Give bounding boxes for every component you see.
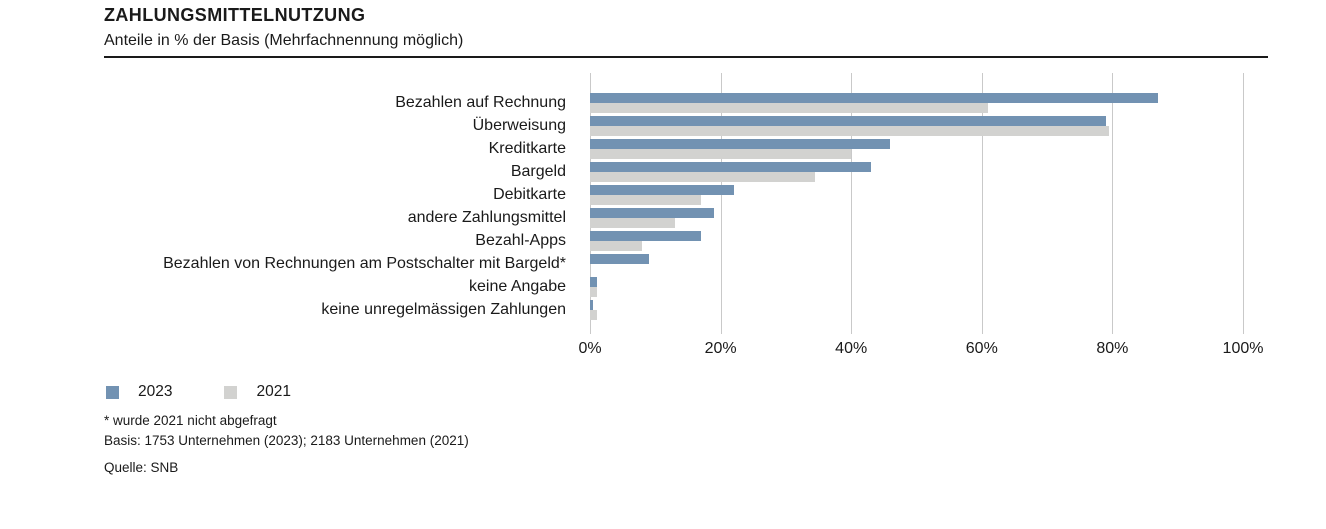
gridline-60 xyxy=(981,73,983,334)
gridline-20 xyxy=(720,73,722,334)
footnote-basis: Basis: 1753 Unternehmen (2023); 2183 Unt… xyxy=(104,433,469,448)
bar-2023-row-1 xyxy=(590,116,1106,126)
category-label: Bezahlen von Rechnungen am Postschalter … xyxy=(163,255,566,272)
category-label: keine Angabe xyxy=(469,278,566,295)
legend-label-2021: 2021 xyxy=(256,383,291,400)
category-label: Kreditkarte xyxy=(488,140,566,157)
bar-2021-row-0 xyxy=(590,103,989,113)
bar-2023-row-5 xyxy=(590,208,715,218)
x-tick-label-100: 100% xyxy=(1222,340,1264,357)
plot-area xyxy=(590,73,1244,334)
category-label: Bezahlen auf Rechnung xyxy=(395,94,566,111)
x-tick-label-40: 40% xyxy=(835,340,868,357)
category-label: Bezahl-Apps xyxy=(475,232,566,249)
legend-item-2023: 2023 xyxy=(106,383,172,401)
bar-2023-row-6 xyxy=(590,231,701,241)
footnote-asterisk: * wurde 2021 nicht abgefragt xyxy=(104,413,277,428)
bar-2023-row-0 xyxy=(590,93,1159,103)
bar-2021-row-3 xyxy=(590,172,816,182)
legend: 2023 2021 xyxy=(106,383,343,401)
category-label: Debitkarte xyxy=(493,186,566,203)
bar-2021-row-9 xyxy=(590,310,597,320)
title-divider-line xyxy=(104,56,1268,58)
bar-2023-row-9 xyxy=(590,300,594,310)
gridline-40 xyxy=(851,73,853,334)
bar-2021-row-1 xyxy=(590,126,1110,136)
x-tick-label-80: 80% xyxy=(1096,340,1129,357)
bar-2021-row-5 xyxy=(590,218,675,228)
chart-title: ZAHLUNGSMITTELNUTZUNG xyxy=(104,5,366,25)
x-tick-label-20: 20% xyxy=(704,340,737,357)
bar-2021-row-8 xyxy=(590,287,597,297)
category-label: keine unregelmässigen Zahlungen xyxy=(321,301,566,318)
category-labels: Bezahlen auf Rechnung Überweisung Kreditka… xyxy=(104,73,566,334)
bar-2023-row-4 xyxy=(590,185,734,195)
x-tick-label-0: 0% xyxy=(578,340,602,357)
legend-swatch-2021 xyxy=(224,385,238,399)
legend-label-2023: 2023 xyxy=(138,383,173,400)
bar-2023-row-3 xyxy=(590,162,871,172)
gridline-100 xyxy=(1243,73,1244,334)
legend-swatch-2023 xyxy=(106,385,119,399)
x-tick-label-60: 60% xyxy=(965,340,998,357)
category-label: andere Zahlungsmittel xyxy=(407,209,566,226)
footnote-source: Quelle: SNB xyxy=(104,460,179,475)
bar-2023-row-7 xyxy=(590,254,649,264)
category-label: Überweisung xyxy=(472,117,566,134)
bar-2023-row-2 xyxy=(590,139,891,149)
gridline-80 xyxy=(1112,73,1114,334)
bar-2021-row-6 xyxy=(590,241,643,251)
category-label: Bargeld xyxy=(510,163,566,180)
x-axis-tick-labels: 0% 20% 40% 60% 80% 100% xyxy=(578,339,1263,359)
bar-2023-row-8 xyxy=(590,277,597,287)
bar-2021-row-4 xyxy=(590,195,701,205)
legend-item-2021: 2021 xyxy=(224,383,291,401)
bar-2021-row-2 xyxy=(590,149,852,159)
chart-subtitle: Anteile in % der Basis (Mehrfachnennung … xyxy=(104,32,464,49)
